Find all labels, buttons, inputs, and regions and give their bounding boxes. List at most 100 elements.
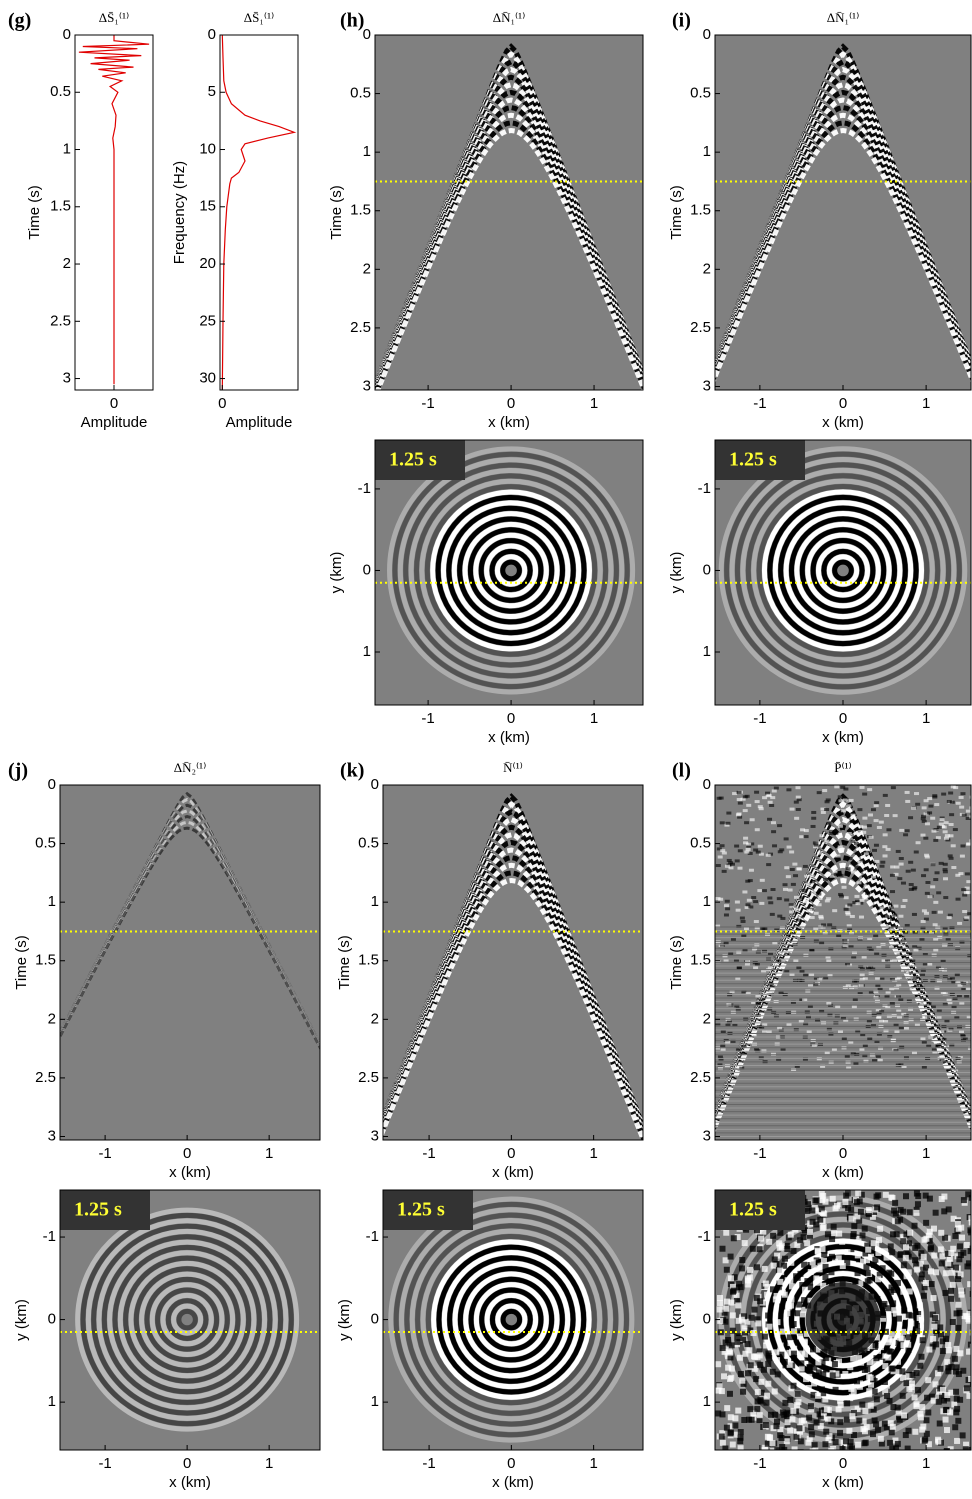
- x-tick-label: 1: [589, 1145, 597, 1162]
- noise: [801, 1417, 808, 1424]
- noise: [905, 1347, 912, 1354]
- y-tick-label: 1.5: [358, 952, 379, 969]
- noise: [815, 1207, 822, 1214]
- noise: [937, 1047, 943, 1051]
- noise: [822, 1396, 829, 1403]
- noise: [926, 1001, 932, 1005]
- noise: [855, 1029, 861, 1033]
- x-axis-label: x (km): [822, 414, 864, 431]
- noise: [769, 990, 775, 994]
- noise: [955, 1371, 962, 1378]
- y-axis-label: Time (s): [26, 185, 43, 239]
- noise: [746, 842, 752, 846]
- noise: [948, 823, 954, 827]
- noise: [813, 1275, 820, 1282]
- noise: [720, 849, 726, 853]
- noise: [824, 1051, 830, 1055]
- noise: [968, 1376, 971, 1383]
- noise: [716, 847, 722, 851]
- ring: [425, 1233, 597, 1406]
- noise: [897, 1334, 904, 1341]
- ring: [479, 1287, 544, 1352]
- noise: [853, 1199, 860, 1206]
- y-tick-label: 1: [363, 143, 371, 160]
- annotation-bg: [715, 1190, 805, 1230]
- noise: [777, 914, 783, 918]
- annotation-bg: [60, 1190, 150, 1230]
- noise: [912, 976, 918, 980]
- noise: [826, 821, 832, 825]
- noise: [745, 992, 751, 996]
- noise: [956, 1309, 963, 1316]
- noise: [799, 969, 805, 973]
- noise: [863, 884, 869, 888]
- noise: [729, 990, 735, 994]
- noise: [810, 880, 816, 884]
- noise: [837, 1397, 844, 1404]
- noise: [905, 1341, 912, 1348]
- noise: [903, 931, 909, 935]
- noise: [747, 1406, 754, 1413]
- noise: [955, 1225, 962, 1232]
- noise: [761, 1333, 768, 1340]
- noise: [931, 829, 937, 833]
- noise: [777, 1278, 784, 1285]
- noise: [892, 1310, 899, 1317]
- noise: [959, 805, 965, 809]
- noise: [822, 1441, 829, 1448]
- ring: [794, 521, 892, 620]
- noise: [943, 877, 949, 881]
- noise: [819, 1009, 825, 1013]
- noise: [873, 989, 879, 993]
- noise: [776, 897, 782, 901]
- axes-frame: [382, 784, 644, 1141]
- noise: [885, 1006, 891, 1010]
- noise: [856, 1383, 863, 1390]
- noise: [902, 1313, 909, 1320]
- noise: [774, 928, 780, 932]
- noise: [853, 842, 859, 846]
- x-tick-label: 0: [507, 1455, 515, 1472]
- noise: [961, 888, 967, 892]
- noise: [751, 1000, 757, 1004]
- y-tick-label: 1: [703, 1393, 711, 1410]
- noise: [796, 867, 802, 871]
- noise: [908, 883, 914, 887]
- noise: [912, 886, 918, 890]
- noise: [753, 1376, 760, 1383]
- noise: [966, 1015, 971, 1019]
- noise: [885, 990, 891, 994]
- noise: [851, 1005, 857, 1009]
- noise: [720, 1030, 726, 1034]
- noise: [862, 816, 868, 820]
- ring: [494, 554, 528, 587]
- y-tick-label: 2: [703, 260, 711, 277]
- x-tick-label: 1: [590, 395, 598, 412]
- noise: [875, 1249, 882, 1256]
- noise: [784, 1415, 791, 1422]
- x-tick-label: 0: [839, 1145, 847, 1162]
- noise: [798, 1360, 805, 1367]
- noise: [894, 1218, 901, 1225]
- noise: [817, 1413, 824, 1420]
- noise: [898, 862, 904, 866]
- noise: [809, 874, 815, 878]
- panel-label: (h): [340, 10, 364, 32]
- noise: [889, 1001, 895, 1005]
- noise: [860, 1418, 867, 1425]
- noise: [721, 851, 727, 855]
- annotation-bg: [375, 440, 465, 480]
- noise: [932, 1050, 938, 1054]
- noise: [936, 1388, 943, 1395]
- noise: [905, 1373, 912, 1380]
- noise: [740, 1388, 747, 1395]
- noise: [787, 1396, 794, 1403]
- noise: [719, 1430, 726, 1437]
- noise: [942, 992, 948, 996]
- y-tick-label: 3: [703, 1127, 711, 1144]
- noise: [859, 973, 865, 977]
- noise: [722, 1257, 729, 1264]
- noise: [934, 871, 940, 875]
- noise: [818, 914, 824, 918]
- noise: [953, 1395, 960, 1402]
